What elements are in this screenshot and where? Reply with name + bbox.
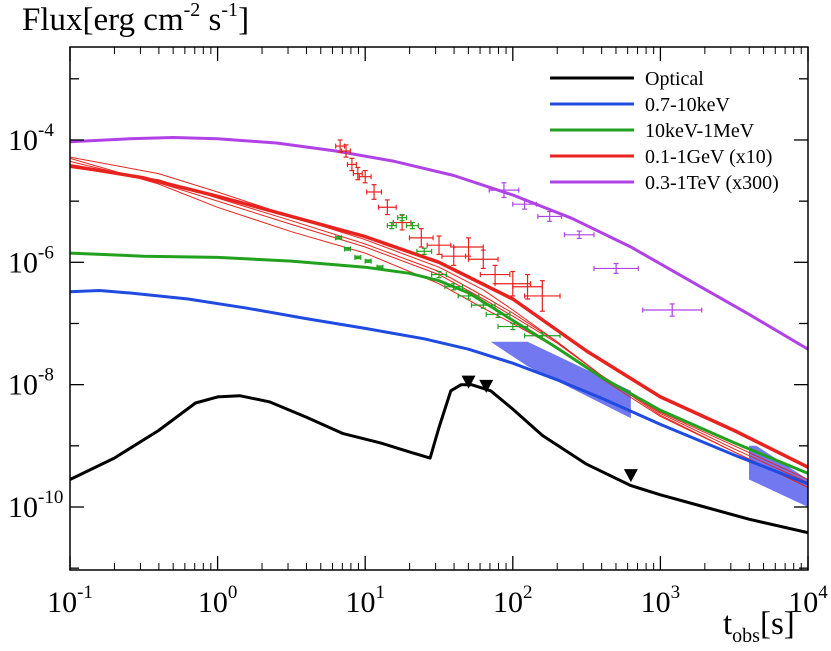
- y-tick-base: 10: [8, 491, 38, 524]
- legend-label: 0.1-1GeV (x10): [645, 146, 772, 168]
- shaded-band-0-7-10kev-2: [749, 445, 808, 507]
- error-point-10kev-1mev: [524, 332, 561, 340]
- error-point-10kev-1mev: [444, 283, 464, 291]
- data-layer: [70, 136, 808, 535]
- error-point-0-1-1gev-x10: [426, 235, 452, 255]
- error-point-10kev-1mev: [397, 214, 408, 222]
- error-point-0-1-1gev-x10: [494, 270, 532, 297]
- x-tick-exponent: -1: [77, 582, 93, 603]
- x-tick-label: 102: [493, 582, 533, 619]
- error-point-10kev-1mev: [335, 235, 343, 241]
- error-point-10kev-1mev: [470, 301, 496, 309]
- model-line-thin-1: [70, 156, 808, 480]
- x-tick-exponent: 0: [228, 582, 238, 603]
- marker-triangle-optical: [623, 469, 638, 483]
- x-tick-label: 10-1: [47, 582, 93, 619]
- legend: Optical 0.7-10keV 10keV-1MeV 0.1-1GeV (x10)…: [550, 68, 779, 194]
- x-tick-exponent: 3: [671, 582, 681, 603]
- series-line-0-7-10kev: [70, 289, 808, 486]
- y-tick-label: 10-10: [8, 487, 63, 524]
- y-tick-exponent: -8: [38, 365, 54, 386]
- series-line-0-1-1gev-x10: [70, 163, 808, 469]
- legend-label: Optical: [645, 68, 704, 90]
- error-point-0-1-1gev-x10: [524, 280, 561, 312]
- error-point-0-1-1gev-x10: [441, 246, 467, 266]
- x-tick-exponent: 1: [375, 582, 385, 603]
- error-point-0-1-1gev-x10: [366, 184, 383, 200]
- x-tick-label: 104: [788, 582, 828, 619]
- x-tick-base: 10: [198, 586, 228, 619]
- error-point-0-3-1tev-x300: [537, 210, 563, 222]
- error-point-10kev-1mev: [416, 247, 433, 255]
- error-point-0-1-1gev-x10: [408, 228, 434, 248]
- x-tick-base: 10: [345, 586, 375, 619]
- error-point-10kev-1mev: [354, 254, 362, 260]
- error-point-0-1-1gev-x10: [340, 144, 352, 158]
- y-tick-base: 10: [8, 246, 38, 279]
- y-tick-label: 10-6: [8, 242, 54, 279]
- error-point-0-3-1tev-x300: [563, 230, 595, 240]
- y-tick-exponent: -6: [38, 242, 54, 263]
- legend-label: 10keV-1MeV: [645, 120, 755, 142]
- marker-triangle-optical: [479, 379, 494, 393]
- error-point-0-1-1gev-x10: [467, 249, 499, 270]
- x-tick-label: 100: [198, 582, 238, 619]
- x-axis-label: tobs[s]: [723, 606, 795, 647]
- model-line-thin-2: [70, 160, 808, 483]
- error-point-0-1-1gev-x10: [512, 273, 543, 300]
- error-point-10kev-1mev: [497, 322, 529, 331]
- legend-item-0-1-1gev-x10: 0.1-1GeV (x10): [550, 146, 772, 168]
- error-point-0-1-1gev-x10: [346, 157, 357, 172]
- legend-item-0-7-10kev: 0.7-10keV: [550, 94, 731, 116]
- model-line-thin-4: [70, 157, 808, 488]
- error-point-10kev-1mev: [376, 264, 384, 270]
- error-point-0-1-1gev-x10: [453, 237, 484, 257]
- error-point-10kev-1mev: [405, 221, 419, 230]
- error-point-0-1-1gev-x10: [358, 169, 372, 184]
- x-tick-base: 10: [788, 586, 818, 619]
- y-tick-base: 10: [8, 369, 38, 402]
- error-point-10kev-1mev: [343, 246, 352, 252]
- chart-title: Flux[erg cm-2 s-1]: [22, 0, 250, 38]
- error-point-0-1-1gev-x10: [377, 199, 397, 216]
- error-point-10kev-1mev: [364, 258, 372, 264]
- error-point-0-3-1tev-x300: [593, 262, 639, 274]
- error-point-10kev-1mev: [485, 310, 511, 318]
- error-point-0-1-1gev-x10: [352, 166, 363, 181]
- error-point-10kev-1mev: [431, 270, 447, 279]
- series-line-optical: [70, 383, 808, 535]
- x-tick-base: 10: [493, 586, 523, 619]
- x-tick-exponent: 2: [523, 582, 533, 603]
- error-point-0-3-1tev-x300: [642, 303, 703, 317]
- y-tick-label: 10-4: [8, 120, 54, 157]
- series-line-0-3-1tev-x300: [70, 136, 808, 351]
- x-tick-exponent: 4: [818, 582, 828, 603]
- error-point-0-3-1tev-x300: [488, 182, 520, 199]
- plot-frame: [69, 46, 809, 571]
- legend-label: 0.7-10keV: [645, 94, 731, 116]
- legend-item-optical: Optical: [550, 68, 704, 90]
- x-tick-label: 101: [345, 582, 385, 619]
- x-tick-base: 10: [47, 586, 77, 619]
- y-tick-exponent: -10: [38, 487, 63, 508]
- y-tick-exponent: -4: [38, 120, 54, 141]
- legend-label: 0.3-1TeV (x300): [645, 172, 779, 194]
- y-tick-base: 10: [8, 124, 38, 157]
- error-point-10kev-1mev: [386, 221, 397, 230]
- x-tick-label: 103: [641, 582, 681, 619]
- error-point-0-3-1tev-x300: [512, 198, 538, 210]
- legend-item-0-3-1tev-x300: 0.3-1TeV (x300): [550, 172, 779, 194]
- legend-item-10kev-1mev: 10keV-1MeV: [550, 120, 755, 142]
- y-tick-label: 10-8: [8, 365, 54, 402]
- marker-triangle-optical: [461, 375, 476, 389]
- x-tick-base: 10: [641, 586, 671, 619]
- error-point-10kev-1mev: [457, 292, 480, 300]
